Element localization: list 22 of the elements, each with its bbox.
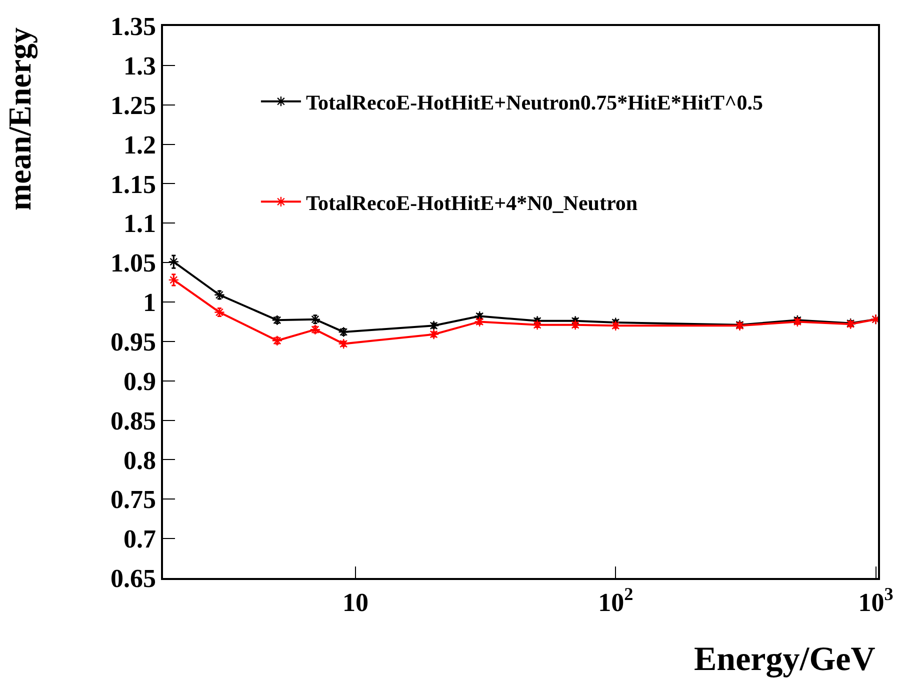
y-tick-label: 1 bbox=[143, 288, 156, 318]
y-tick-label: 1.35 bbox=[110, 12, 156, 42]
y-tick-label: 1.2 bbox=[124, 130, 156, 160]
legend-label: TotalRecoE-HotHitE+4*N0_Neutron bbox=[306, 190, 638, 215]
y-tick-label: 1.05 bbox=[110, 248, 156, 278]
y-tick-label: 0.9 bbox=[124, 366, 156, 396]
y-tick-label: 0.65 bbox=[110, 564, 156, 594]
y-tick-label: 0.8 bbox=[124, 446, 156, 475]
y-tick-label: 1.1 bbox=[124, 209, 156, 238]
y-tick-label: 0.75 bbox=[110, 485, 156, 514]
x-tick-label: 10$^{2}$ bbox=[598, 584, 634, 617]
y-axis-title: mean/Energy bbox=[2, 27, 38, 210]
y-tick-label: 0.85 bbox=[110, 406, 156, 436]
x-tick-label: 10 bbox=[342, 588, 368, 617]
x-tick-label: 10$^{3}$ bbox=[858, 584, 894, 617]
x-axis-title: Energy/GeV bbox=[694, 641, 876, 678]
legend-label: TotalRecoE-HotHitE+Neutron0.75*HitE*HitT^0.5 bbox=[306, 90, 763, 115]
y-tick-label: 1.25 bbox=[110, 90, 156, 120]
y-tick-label: 0.95 bbox=[110, 328, 156, 357]
y-tick-label: 1.15 bbox=[110, 170, 156, 199]
y-tick-label: 1.3 bbox=[124, 52, 156, 81]
y-tick-label: 0.7 bbox=[124, 524, 156, 554]
